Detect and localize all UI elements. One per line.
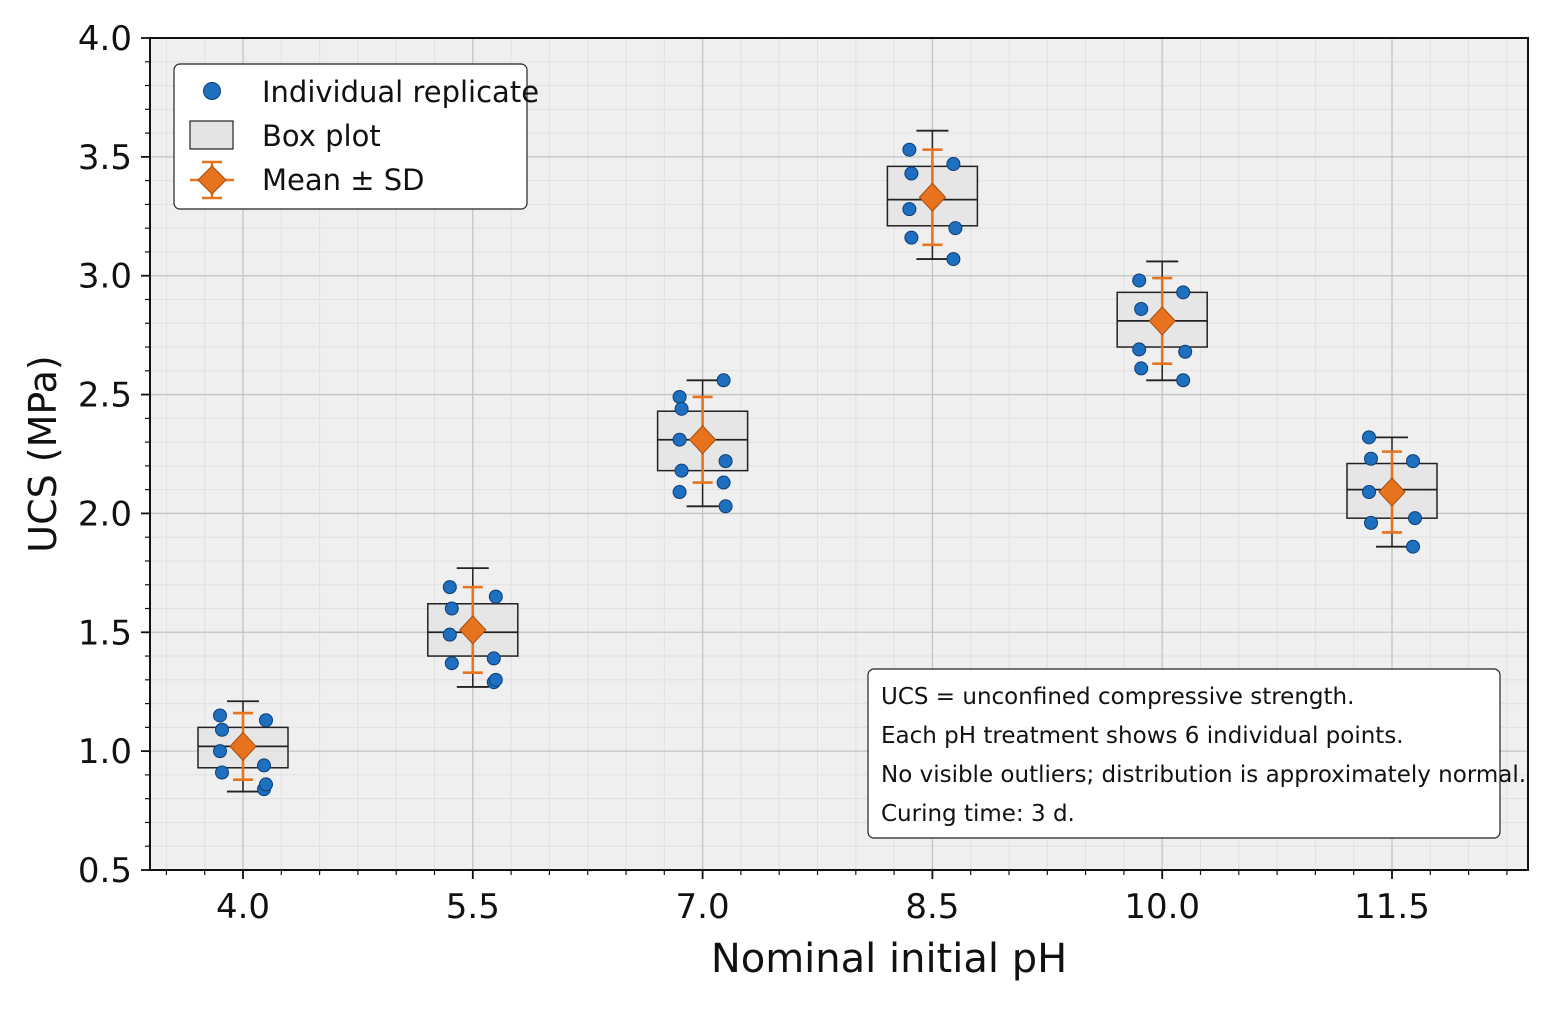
legend-label-replicate: Individual replicate bbox=[262, 75, 539, 109]
annotation-frame bbox=[867, 668, 1501, 839]
replicate-point bbox=[1178, 344, 1193, 359]
replicate-point bbox=[946, 252, 961, 267]
y-tick-label: 4.0 bbox=[78, 19, 132, 59]
y-tick-label: 1.0 bbox=[78, 732, 132, 772]
legend-box-swatch bbox=[189, 120, 234, 150]
replicate-point bbox=[1364, 451, 1378, 466]
y-tick-label: 1.5 bbox=[78, 613, 132, 653]
mean-marker bbox=[688, 425, 717, 455]
replicate-point bbox=[904, 166, 919, 181]
x-tick-label: 11.5 bbox=[1354, 887, 1430, 927]
replicate-point bbox=[1134, 361, 1149, 376]
annotation-box: UCS = unconfined compressive strength. E… bbox=[867, 668, 1526, 839]
replicate-point bbox=[1362, 485, 1376, 500]
x-axis-label: Nominal initial pH bbox=[711, 936, 1067, 982]
group-7.0 bbox=[656, 373, 749, 514]
replicate-point bbox=[946, 156, 961, 171]
y-tick-label: 2.5 bbox=[78, 376, 132, 416]
annotation-line-2: Each pH treatment shows 6 individual poi… bbox=[881, 723, 1404, 749]
replicate-point bbox=[1176, 285, 1191, 300]
annotation-line-4: Curing time: 3 d. bbox=[881, 801, 1075, 827]
replicate-point bbox=[444, 656, 459, 671]
mean-marker bbox=[1378, 477, 1406, 507]
annotation-line-3: No visible outliers; distribution is app… bbox=[881, 762, 1526, 788]
legend-mean-diamond bbox=[197, 165, 227, 195]
replicate-point bbox=[486, 651, 501, 666]
y-tick-label: 3.0 bbox=[78, 257, 132, 297]
x-tick-label: 5.5 bbox=[446, 887, 500, 927]
legend: Individual replicate Box plot Mean ± SD bbox=[173, 63, 539, 210]
replicate-point bbox=[488, 672, 503, 687]
group-10.0 bbox=[1116, 260, 1208, 388]
replicate-point bbox=[215, 722, 229, 737]
y-tick-label: 2.0 bbox=[78, 494, 132, 534]
group-8.5 bbox=[886, 129, 979, 267]
annotation-line-1: UCS = unconfined compressive strength. bbox=[881, 684, 1354, 710]
replicate-point bbox=[902, 202, 917, 217]
replicate-point bbox=[1408, 511, 1422, 526]
replicate-point bbox=[904, 230, 919, 245]
mean-marker bbox=[918, 182, 947, 213]
replicate-point bbox=[257, 758, 271, 773]
replicate-point bbox=[1132, 342, 1147, 357]
replicate-point bbox=[442, 627, 457, 642]
legend-label-mean: Mean ± SD bbox=[262, 163, 425, 197]
x-tick-label: 7.0 bbox=[676, 887, 730, 927]
replicate-point bbox=[442, 580, 457, 595]
axis-ticks: 0.5 1.0 1.5 2.0 2.5 3.0 3.5 4.0 4.0 5.5 7.0 8.5 10.0… bbox=[78, 19, 1508, 927]
y-axis-label: UCS (MPa) bbox=[21, 355, 65, 552]
data-groups bbox=[197, 129, 1438, 797]
replicate-point bbox=[672, 389, 687, 404]
replicate-point bbox=[1364, 515, 1378, 530]
replicate-point bbox=[716, 373, 731, 388]
replicate-point bbox=[1406, 454, 1420, 469]
x-tick-label: 8.5 bbox=[905, 887, 959, 927]
replicate-point bbox=[488, 589, 503, 604]
replicate-point bbox=[674, 463, 689, 478]
group-5.5 bbox=[427, 567, 519, 690]
x-tick-label: 10.0 bbox=[1124, 887, 1200, 927]
y-tick-label: 0.5 bbox=[78, 851, 132, 891]
mean-marker bbox=[1148, 306, 1176, 336]
legend-replicate-marker bbox=[203, 82, 221, 100]
replicate-point bbox=[718, 454, 733, 469]
replicate-point bbox=[213, 708, 227, 723]
replicate-point bbox=[1134, 301, 1149, 316]
mean-marker bbox=[229, 731, 257, 762]
replicate-point bbox=[716, 475, 731, 490]
mean-marker bbox=[459, 615, 487, 645]
legend-frame bbox=[173, 63, 528, 210]
replicate-point bbox=[215, 765, 229, 780]
x-tick-label: 4.0 bbox=[216, 887, 270, 927]
replicate-point bbox=[672, 432, 687, 447]
replicate-point bbox=[1132, 273, 1147, 288]
replicate-point bbox=[1406, 539, 1420, 554]
replicate-point bbox=[672, 485, 687, 500]
y-tick-label: 3.5 bbox=[78, 138, 132, 178]
replicate-point bbox=[948, 221, 963, 236]
plot-frame bbox=[149, 37, 1529, 871]
replicate-point bbox=[674, 401, 689, 416]
replicate-point bbox=[213, 744, 227, 759]
replicate-point bbox=[259, 713, 273, 728]
group-11.5 bbox=[1346, 430, 1438, 554]
replicate-point bbox=[902, 142, 917, 157]
replicate-point bbox=[1176, 373, 1191, 388]
replicate-point bbox=[718, 499, 733, 514]
replicate-point bbox=[259, 777, 273, 792]
group-4.0 bbox=[197, 700, 289, 797]
replicate-point bbox=[444, 601, 459, 616]
legend-label-box: Box plot bbox=[262, 119, 381, 153]
replicate-point bbox=[1362, 430, 1376, 445]
